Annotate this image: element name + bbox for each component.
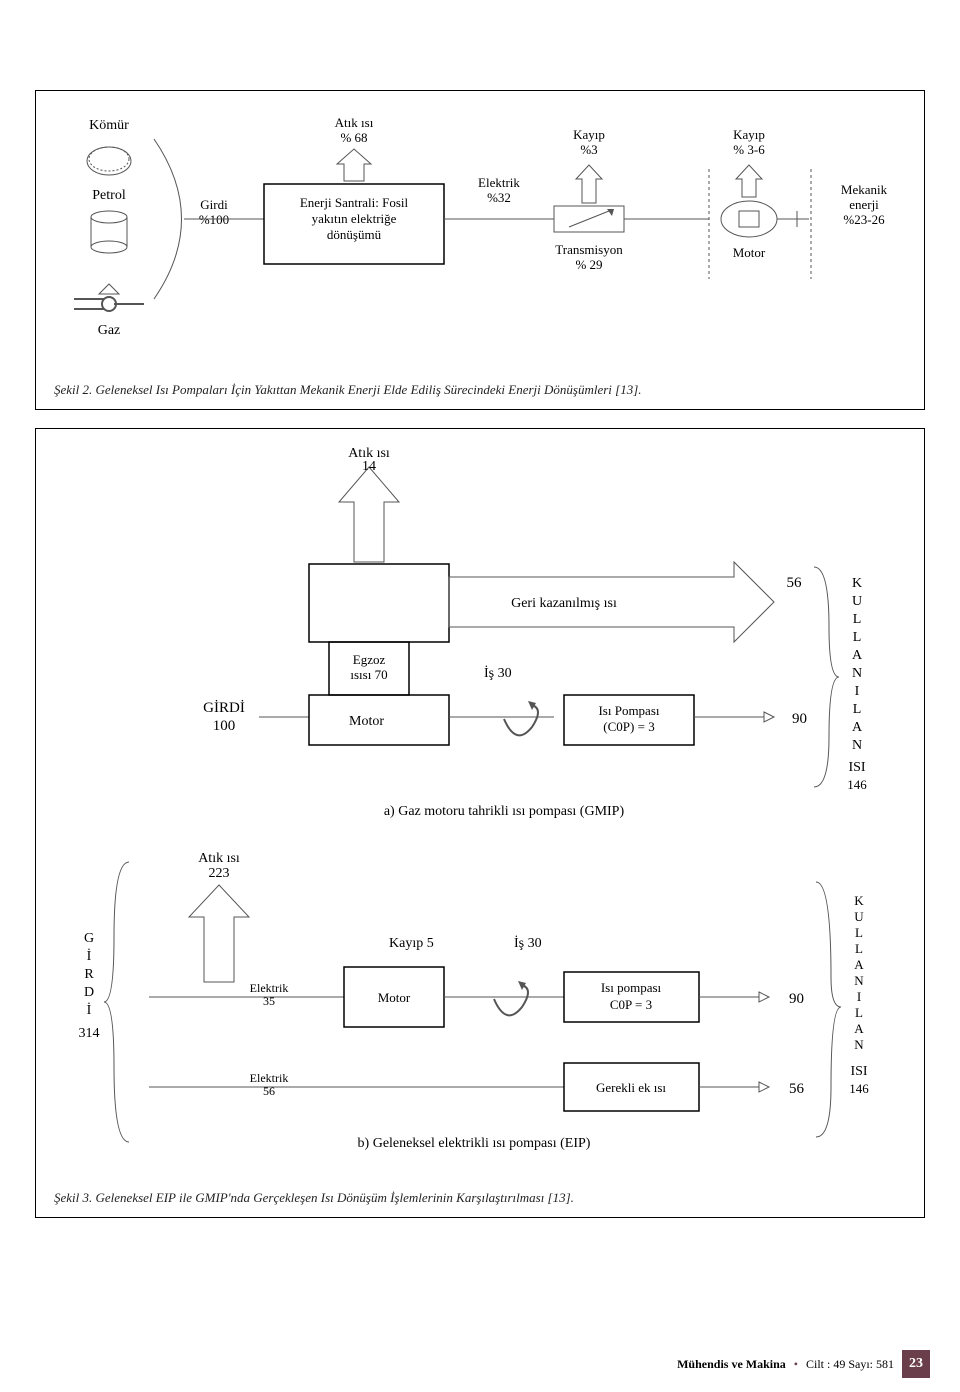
b-atik-value: 223 (209, 866, 230, 881)
trans-value: % 29 (575, 257, 602, 272)
a-out56: 56 (787, 575, 803, 591)
a-isi-value: 146 (847, 777, 867, 792)
b-atik-label: Atık ısı (198, 851, 240, 866)
atik-isi-label: Atık ısı (335, 115, 374, 130)
figure-1-svg: Kömür Petrol Gaz Girdi %100 Enerji Santr… (54, 109, 914, 369)
a-motor-label: Motor (349, 714, 384, 729)
b-out90: 90 (789, 991, 804, 1007)
kayip1-value: %3 (580, 142, 597, 157)
trans-label: Transmisyon (555, 242, 623, 257)
b-isipomp-value: C0P = 3 (610, 997, 652, 1012)
fuel-komur-label: Kömür (89, 118, 129, 133)
figure-1-caption: Şekil 2. Geleneksel Isı Pompaları İçin Y… (54, 382, 906, 398)
figure-1: Kömür Petrol Gaz Girdi %100 Enerji Santr… (35, 90, 925, 410)
a-geri-label: Geri kazanılmış ısı (511, 596, 617, 611)
plant-line3: dönüşümü (327, 227, 382, 242)
svg-text:L: L (855, 925, 863, 940)
a-egzoz-value: ısısı 70 (350, 667, 387, 682)
a-isi-label: ISI (848, 760, 865, 775)
figure-2-svg: GİRDİ 100 Motor Egzoz ısısı 70 Atık ısı … (54, 447, 914, 1177)
kayip1-label: Kayıp (573, 127, 605, 142)
footer-issue: Cilt : 49 Sayı: 581 (806, 1357, 894, 1372)
plant-line2: yakıtın elektriğe (312, 211, 397, 226)
svg-text:İ: İ (87, 948, 92, 964)
plant-line1: Enerji Santrali: Fosil (300, 195, 409, 210)
page-footer: Mühendis ve Makina • Cilt : 49 Sayı: 581… (677, 1350, 930, 1378)
b-elek2-value: 56 (263, 1084, 275, 1098)
svg-text:N: N (852, 738, 862, 753)
svg-text:U: U (854, 909, 864, 924)
footer-journal: Mühendis ve Makina (677, 1357, 786, 1372)
a-isipomp-value: (C0P) = 3 (603, 719, 654, 734)
fuel-petrol-label: Petrol (92, 188, 126, 203)
svg-text:A: A (854, 1021, 864, 1036)
b-elek2-label: Elektrik (250, 1071, 289, 1085)
svg-text:İ: İ (87, 1002, 92, 1018)
figure-2-caption: Şekil 3. Geleneksel EIP ile GMIP'nda Ger… (54, 1190, 906, 1206)
a-is-label: İş 30 (484, 665, 512, 681)
svg-text:U: U (852, 594, 862, 609)
b-girdi-g: G (84, 931, 94, 946)
b-subcaption: b) Geleneksel elektrikli ısı pompası (EI… (358, 1136, 591, 1151)
motor-label: Motor (733, 245, 766, 260)
svg-text:L: L (853, 612, 862, 627)
svg-text:L: L (855, 1005, 863, 1020)
footer-dot: • (794, 1357, 798, 1372)
svg-text:A: A (854, 957, 864, 972)
b-out56: 56 (789, 1081, 805, 1097)
mekanik-value: %23-26 (843, 212, 885, 227)
svg-text:D: D (84, 985, 94, 1000)
a-egzoz-label: Egzoz (353, 652, 386, 667)
svg-text:L: L (853, 630, 862, 645)
svg-text:N: N (854, 1037, 864, 1052)
b-is-label: İş 30 (514, 935, 542, 951)
b-gerekli-label: Gerekli ek ısı (596, 1080, 666, 1095)
girdi-label: Girdi (200, 197, 228, 212)
b-isipomp-label: Isı pompası (601, 980, 662, 995)
svg-text:14: 14 (362, 459, 376, 474)
svg-text:L: L (855, 941, 863, 956)
svg-text:R: R (84, 967, 94, 982)
b-elek1-value: 35 (263, 994, 275, 1008)
a-girdi-value: 100 (213, 718, 236, 734)
kayip2-value: % 3-6 (733, 142, 765, 157)
a-out90: 90 (792, 711, 807, 727)
figure-2: GİRDİ 100 Motor Egzoz ısısı 70 Atık ısı … (35, 428, 925, 1218)
mekanik-label2: enerji (849, 197, 879, 212)
b-motor-label: Motor (378, 990, 411, 1005)
svg-text:N: N (852, 666, 862, 681)
a-girdi-label: GİRDİ (203, 700, 245, 716)
svg-text:A: A (852, 720, 863, 735)
page-number: 23 (902, 1350, 930, 1378)
svg-text:K: K (854, 893, 864, 908)
a-subcaption: a) Gaz motoru tahrikli ısı pompası (GMIP… (384, 804, 625, 819)
svg-text:I: I (857, 989, 861, 1004)
atik-isi-value: % 68 (340, 130, 367, 145)
svg-text:A: A (852, 648, 863, 663)
elektrik-label: Elektrik (478, 175, 520, 190)
a-isipomp-label: Isı Pompası (598, 703, 659, 718)
b-elek1-label: Elektrik (250, 981, 289, 995)
elektrik-value: %32 (487, 190, 511, 205)
svg-text:N: N (854, 973, 864, 988)
a-kull-k: K (852, 576, 862, 591)
svg-text:L: L (853, 702, 862, 717)
mekanik-label: Mekanik (841, 182, 888, 197)
fuel-gaz-label: Gaz (98, 323, 121, 338)
b-isi-value: 146 (849, 1081, 869, 1096)
b-girdi-value: 314 (79, 1026, 100, 1041)
kayip2-label: Kayıp (733, 127, 765, 142)
b-isi-label: ISI (850, 1064, 867, 1079)
b-kayip-label: Kayıp 5 (389, 936, 434, 951)
svg-text:I: I (855, 684, 860, 699)
